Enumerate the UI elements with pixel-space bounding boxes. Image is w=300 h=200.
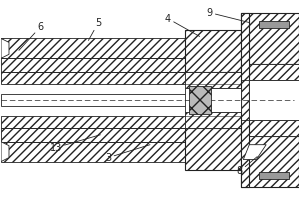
Text: 6: 6	[19, 22, 44, 50]
Bar	[259, 171, 289, 179]
Text: 13: 13	[50, 135, 100, 153]
Bar	[1, 116, 190, 128]
Bar	[1, 128, 190, 142]
Bar	[242, 80, 299, 120]
Bar	[242, 136, 299, 187]
Bar	[242, 64, 299, 80]
Bar	[185, 72, 242, 88]
Bar	[185, 128, 242, 170]
Text: 9: 9	[206, 8, 249, 23]
Bar	[242, 13, 299, 64]
Text: 4: 4	[165, 14, 200, 36]
Text: 3: 3	[105, 145, 150, 163]
Bar	[249, 80, 299, 120]
Bar	[1, 58, 190, 72]
Bar	[1, 72, 190, 84]
Bar	[242, 120, 299, 136]
Bar	[185, 30, 242, 72]
Bar	[1, 94, 190, 106]
Bar	[185, 88, 242, 112]
Bar	[1, 142, 190, 162]
Text: 8: 8	[236, 157, 257, 176]
Polygon shape	[243, 145, 266, 160]
Bar	[259, 21, 289, 28]
Bar	[185, 112, 242, 128]
Bar	[242, 13, 249, 187]
Bar	[1, 38, 190, 58]
Bar	[189, 86, 211, 114]
Bar	[242, 56, 249, 70]
Text: 5: 5	[88, 18, 101, 40]
Bar	[242, 130, 249, 144]
Polygon shape	[1, 38, 9, 58]
Polygon shape	[1, 142, 9, 162]
